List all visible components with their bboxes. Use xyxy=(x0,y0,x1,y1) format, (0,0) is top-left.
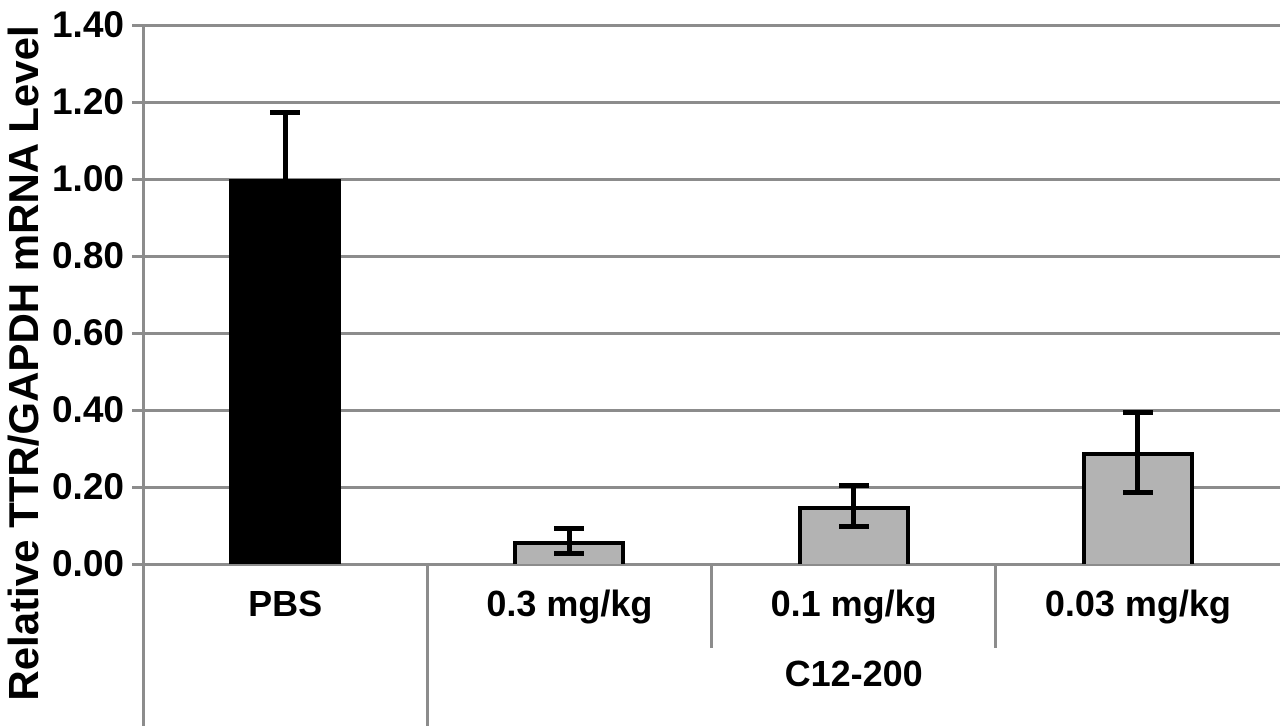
error-bar-cap-bottom xyxy=(1122,489,1153,495)
error-bar-cap-bottom xyxy=(270,243,301,249)
y-tick-label: 1.20 xyxy=(51,81,124,122)
error-bar-cap-bottom xyxy=(838,524,869,530)
error-bar-stem xyxy=(1135,410,1141,495)
gridline xyxy=(132,177,1280,181)
error-bar-cap-top xyxy=(554,525,585,531)
gridline xyxy=(132,254,1280,258)
y-tick-label: 0.00 xyxy=(51,543,124,584)
error-bar-stem xyxy=(851,483,857,530)
y-tick-label: 0.20 xyxy=(51,466,124,507)
category-label: 0.03 mg/kg xyxy=(1044,583,1231,624)
error-bar-stem xyxy=(566,525,572,557)
gridline xyxy=(132,408,1280,412)
group-label: C12-200 xyxy=(784,653,923,694)
gridline xyxy=(132,23,1280,27)
error-bar-cap-top xyxy=(838,483,869,489)
category-divider xyxy=(425,566,429,726)
y-tick-label: 0.80 xyxy=(51,235,124,276)
gridline xyxy=(132,100,1280,104)
gridline xyxy=(132,485,1280,489)
y-axis-line xyxy=(142,25,145,726)
error-bar-cap-bottom xyxy=(554,551,585,557)
gridline xyxy=(132,562,1280,566)
y-tick-label: 0.40 xyxy=(51,389,124,430)
category-label: PBS xyxy=(248,583,323,624)
y-tick-label: 1.40 xyxy=(51,4,124,45)
category-divider xyxy=(710,566,713,648)
y-tick-label: 1.00 xyxy=(51,158,124,199)
category-label: 0.3 mg/kg xyxy=(486,583,653,624)
error-bar-stem xyxy=(282,109,288,249)
y-tick-label: 0.60 xyxy=(51,312,124,353)
category-label: 0.1 mg/kg xyxy=(770,583,937,624)
error-bar-cap-top xyxy=(270,109,301,115)
gridline xyxy=(132,331,1280,335)
error-bar-cap-top xyxy=(1122,410,1153,415)
category-divider xyxy=(994,566,998,648)
